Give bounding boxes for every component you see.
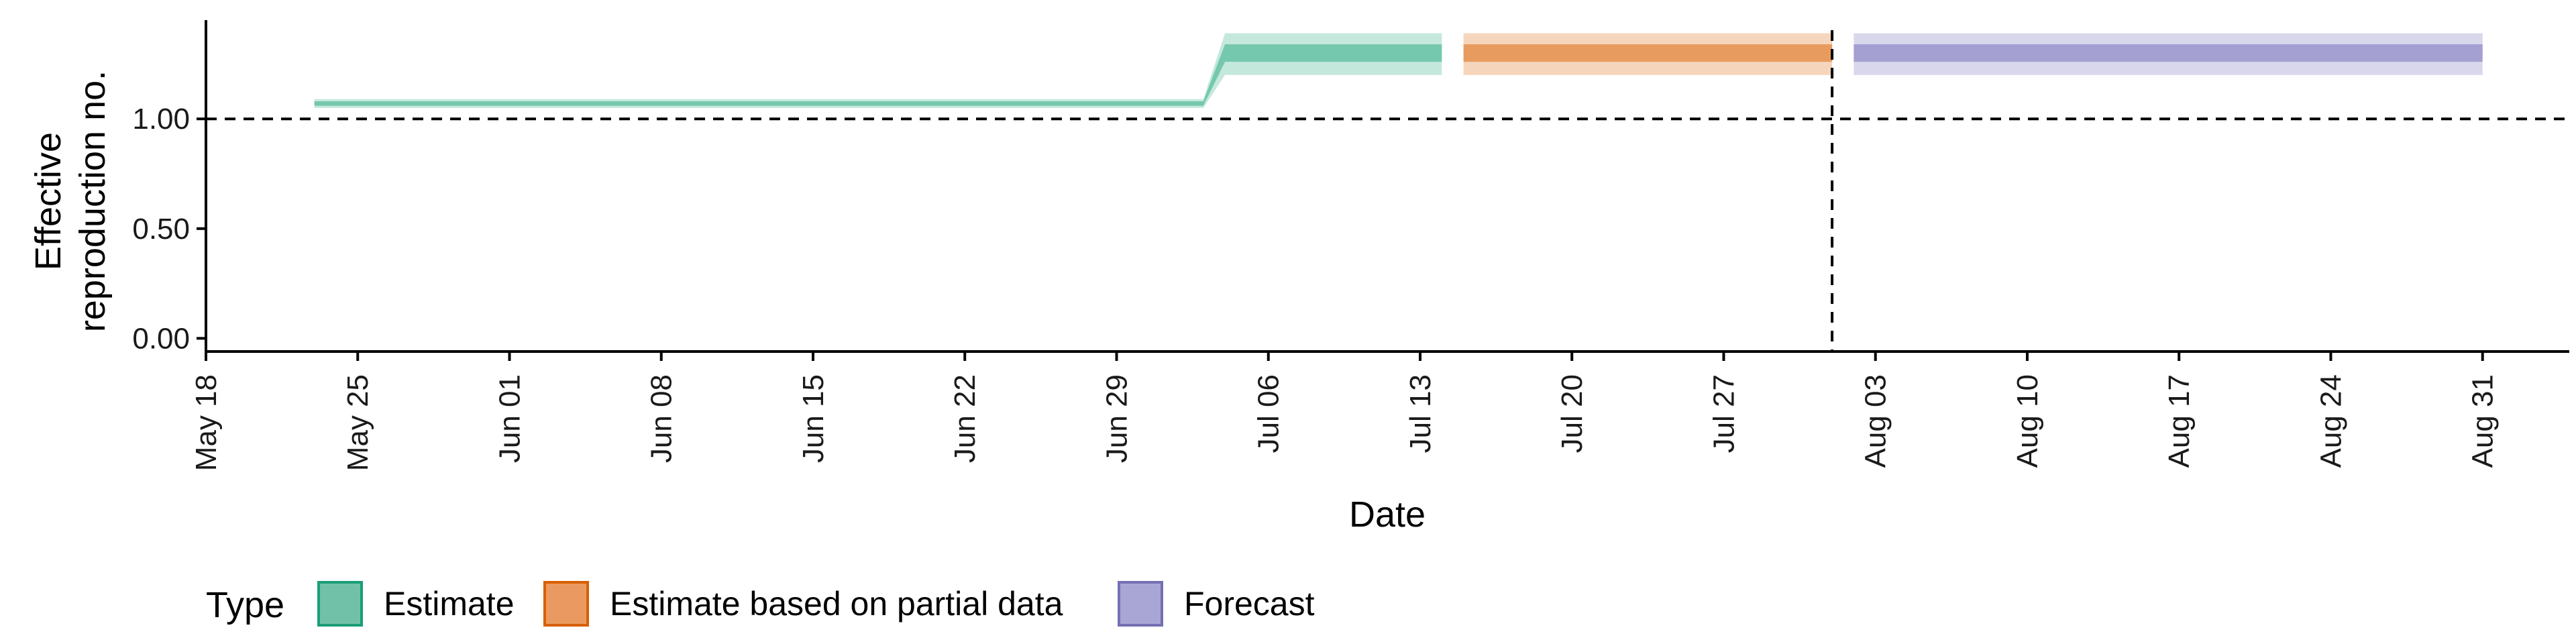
x-tick-label: Jul 06: [1252, 374, 1285, 453]
legend-key-estimate: [317, 581, 363, 627]
legend-key-partial: [543, 581, 589, 627]
y-ticks: 0.00 0.50 1.00: [132, 103, 206, 355]
x-tick-label: Jun 08: [645, 374, 678, 463]
y-tick-label: 1.00: [132, 103, 190, 136]
x-tick-label: Aug 24: [2314, 374, 2347, 468]
band-inner-estimate-based-on-partial-data: [1463, 44, 1833, 62]
x-axis-title: Date: [1349, 494, 1426, 535]
legend-label-forecast: Forecast: [1184, 585, 1315, 623]
x-tick-label: Jun 29: [1100, 374, 1133, 463]
x-ticks: May 18 May 25 Jun 01 Jun 08 Jun 15 Jun 22 Jun …: [190, 352, 2500, 471]
y-tick-label: 0.50: [132, 213, 190, 246]
uncertainty-bands: [314, 33, 2483, 108]
x-tick-label: Aug 17: [2163, 374, 2196, 468]
reference-lines: [206, 30, 2569, 352]
band-inner-forecast: [1854, 44, 2483, 62]
x-tick-label: Jul 27: [1707, 374, 1740, 453]
axes: [205, 20, 2569, 353]
y-axis-title-line-2: reproduction no.: [72, 70, 113, 332]
legend-key-forecast: [1118, 581, 1163, 627]
x-tick-label: Jun 22: [949, 374, 981, 463]
x-tick-label: Jul 13: [1404, 374, 1437, 453]
y-tick-label: 0.00: [132, 322, 190, 355]
x-tick-label: Jun 01: [493, 374, 526, 463]
legend-title: Type: [206, 585, 284, 625]
legend-label-estimate: Estimate: [384, 585, 515, 623]
legend: Type Estimate Estimate based on partial …: [206, 581, 1315, 627]
x-tick-label: May 18: [190, 374, 223, 471]
x-tick-label: Aug 31: [2467, 374, 2500, 468]
x-tick-label: Aug 10: [2011, 374, 2044, 468]
y-axis-title: Effective reproduction no.: [28, 70, 113, 332]
x-tick-label: Aug 03: [1860, 374, 1892, 468]
y-axis-title-line-1: Effective: [28, 132, 68, 270]
x-tick-label: Jul 20: [1556, 374, 1589, 453]
band-inner-estimate: [314, 44, 1442, 106]
legend-label-partial: Estimate based on partial data: [610, 585, 1063, 623]
x-tick-label: May 25: [341, 374, 374, 471]
x-tick-label: Jun 15: [797, 374, 830, 463]
